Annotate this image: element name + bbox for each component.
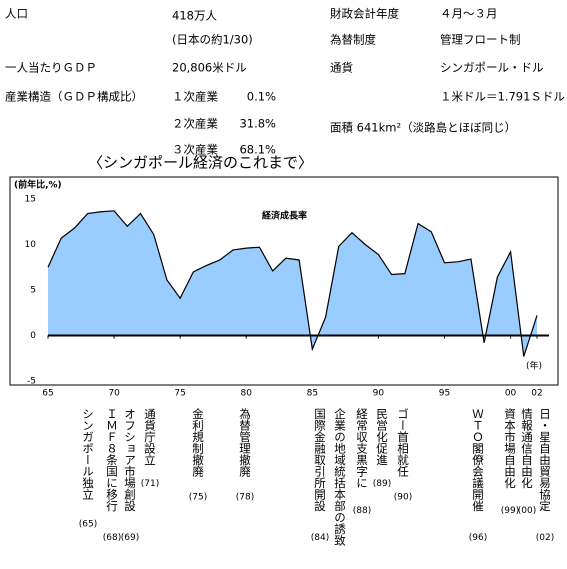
sector-share: 31.8% — [239, 117, 276, 131]
x-tick-label: 95 — [439, 389, 450, 399]
event-text: 日・星自由貿易協定 — [538, 408, 552, 512]
x-tick-label: 85 — [307, 389, 318, 399]
event-text: ＷＴＯ閣僚会議開催 — [471, 408, 485, 512]
event-text: 民営化促進 — [375, 408, 389, 466]
event-year: (99) — [501, 506, 519, 516]
x-tick-label: 70 — [108, 389, 120, 399]
event-year: (90) — [394, 493, 412, 503]
y-tick-label: 10 — [25, 240, 37, 250]
x-tick-label: 65 — [42, 389, 53, 399]
y-tick-label: 15 — [25, 195, 36, 205]
event-text: 為替管理撤廃 — [238, 407, 252, 478]
info-label: 財政会計年度 — [330, 7, 399, 21]
info-value: シンガポール・ドル — [440, 61, 544, 75]
area-line — [47, 210, 538, 357]
info-area: 面積 641km²（淡路島とほぼ同じ） — [330, 121, 516, 135]
chart-frame — [9, 176, 559, 386]
y-axis-label: (前年比,%) — [14, 179, 62, 191]
y-tick-label: 0 — [30, 331, 36, 341]
event-year: (88) — [353, 506, 371, 516]
info-value: １米ドル＝1.791Ｓドル — [440, 90, 565, 104]
event-text: 国際金融取引所開設 — [313, 408, 327, 512]
event-year: (84) — [311, 533, 329, 543]
info-value: (日本の約1/30) — [172, 33, 253, 47]
info-value: 管理フロート制 — [440, 33, 521, 47]
event-year: (75) — [189, 493, 207, 503]
info-label: 産業構造（ＧＤＰ構成比） — [5, 90, 143, 104]
sector-name: １次産業 — [172, 90, 218, 104]
event-year: (71) — [141, 479, 159, 489]
event-text: ＩＭＦ８条国に移行 — [105, 408, 119, 512]
sector-name: ２次産業 — [172, 117, 218, 131]
event-year: (69) — [121, 533, 139, 543]
event-text: 情報通信自由化 — [520, 408, 534, 489]
event-text: 経常収支黒字に — [355, 408, 369, 489]
series-label: 経済成長率 — [262, 210, 307, 222]
event-text: 企業の地域統括本部の誘致 — [333, 407, 347, 547]
event-text: ゴー首相就任 — [396, 407, 410, 478]
info-label: 為替制度 — [330, 33, 376, 47]
event-text: 金利規制撤廃 — [191, 407, 205, 478]
x-tick-label: 02 — [531, 389, 542, 399]
event-year: (00) — [518, 506, 536, 516]
event-year: (02) — [536, 533, 554, 543]
y-tick-label: -5 — [27, 377, 36, 387]
sector-name: ３次産業 — [172, 143, 218, 157]
event-year: (68) — [103, 533, 121, 543]
event-text: 通貨庁設立 — [143, 408, 157, 466]
event-year: (89) — [373, 479, 391, 489]
event-text: シンガポール独立 — [81, 408, 95, 500]
info-value: 20,806米ドル — [172, 61, 247, 75]
x-tick-label: 80 — [241, 389, 253, 399]
event-text: 資本市場自由化 — [503, 408, 517, 489]
y-tick-label: 5 — [30, 286, 36, 296]
info-label: 一人当たりＧＤＰ — [5, 61, 97, 75]
info-label: 人口 — [5, 7, 28, 21]
event-text: オフショア市場創設 — [123, 408, 137, 512]
x-unit: (年) — [526, 360, 542, 372]
event-year: (78) — [236, 493, 254, 503]
x-tick-label: 75 — [174, 389, 185, 399]
info-value: 418万人 — [172, 9, 217, 23]
chart-title: 〈シンガポール経済のこれまで〉 — [88, 154, 313, 172]
event-year: (96) — [469, 533, 487, 543]
info-label: 通貨 — [330, 61, 353, 75]
info-value: ４月～３月 — [440, 7, 498, 21]
area-fill — [48, 210, 537, 357]
sector-share: 68.1% — [239, 143, 276, 157]
sector-share: 0.1% — [247, 90, 276, 104]
event-year: (65) — [79, 520, 97, 530]
x-tick-label: 00 — [505, 389, 517, 399]
info-block: 人口 418万人 (日本の約1/30) 一人当たりＧＤＰ 20,806米ドル 産… — [5, 7, 565, 157]
x-tick-label: 90 — [373, 389, 385, 399]
